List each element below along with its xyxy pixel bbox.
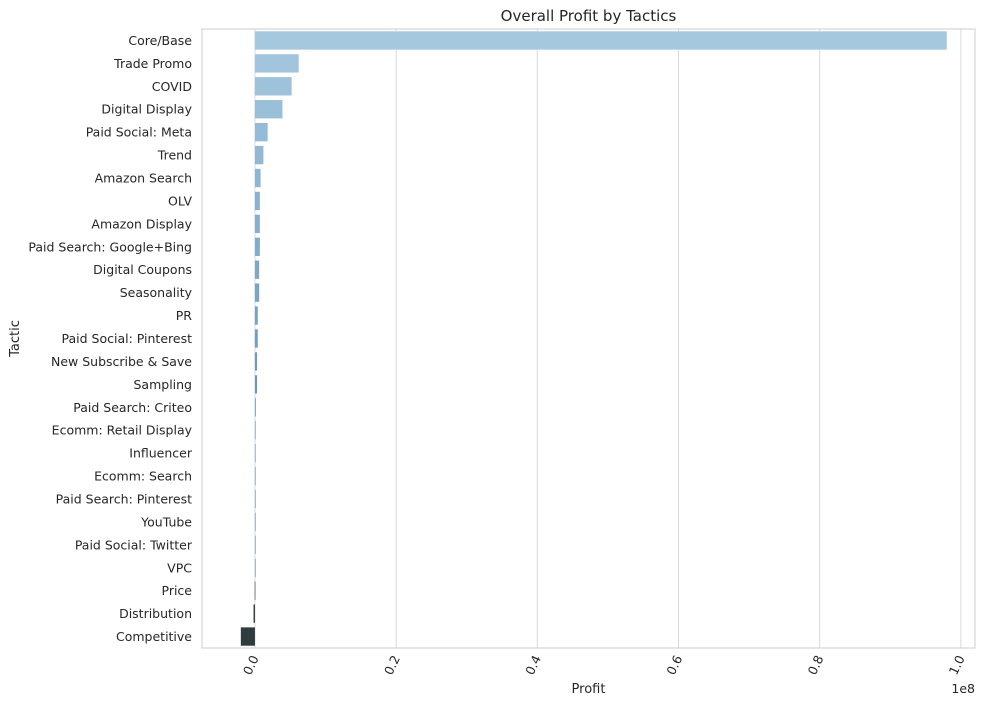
plot-frame bbox=[201, 28, 976, 649]
y-tick-label: Paid Social: Meta bbox=[86, 125, 192, 140]
bar bbox=[254, 558, 256, 577]
y-tick-label: Digital Display bbox=[101, 102, 192, 117]
y-tick-label: Core/Base bbox=[128, 33, 192, 48]
y-tick-label: Influencer bbox=[129, 446, 193, 461]
y-tick-label: COVID bbox=[152, 79, 192, 94]
bar bbox=[254, 512, 256, 532]
x-tick-label: 0.0 bbox=[240, 653, 262, 677]
y-tick-label: YouTube bbox=[140, 514, 192, 529]
y-tick-label: Paid Search: Pinterest bbox=[56, 491, 192, 506]
bars bbox=[240, 31, 947, 646]
bar bbox=[254, 122, 268, 142]
y-tick-label: Paid Search: Criteo bbox=[73, 400, 192, 415]
y-tick-label: OLV bbox=[168, 193, 192, 208]
x-tick-label: 0.2 bbox=[381, 653, 403, 677]
y-tick-label: Competitive bbox=[116, 629, 192, 644]
bar bbox=[254, 306, 258, 325]
bar bbox=[254, 581, 256, 600]
bar bbox=[254, 489, 256, 509]
y-tick-label: New Subscribe & Save bbox=[51, 354, 192, 369]
bar bbox=[254, 100, 283, 119]
x-axis-offset-text: 1e8 bbox=[951, 681, 975, 696]
bar bbox=[254, 237, 260, 256]
bar bbox=[254, 168, 261, 188]
bar bbox=[254, 191, 260, 211]
plot-area bbox=[202, 29, 975, 648]
y-tick-label: Paid Search: Google+Bing bbox=[28, 239, 192, 254]
bar bbox=[254, 352, 258, 371]
bar bbox=[254, 54, 299, 73]
x-tick-label: 1.0 bbox=[946, 653, 968, 677]
chart-title: Overall Profit by Tactics bbox=[501, 7, 677, 25]
y-tick-label: Sampling bbox=[133, 377, 192, 392]
y-tick-label: Seasonality bbox=[120, 285, 193, 300]
y-tick-label: VPC bbox=[167, 560, 192, 575]
bar bbox=[254, 214, 260, 234]
x-tick-labels: 0.0 0.2 0.4 0.6 0.8 1.0 bbox=[240, 653, 968, 677]
y-tick-label: Paid Social: Twitter bbox=[75, 537, 193, 552]
y-tick-label: Paid Social: Pinterest bbox=[62, 331, 193, 346]
y-tick-label: Amazon Display bbox=[91, 216, 192, 231]
y-tick-label: Amazon Search bbox=[95, 171, 192, 186]
y-tick-label: Price bbox=[162, 583, 193, 598]
y-tick-label: Ecomm: Retail Display bbox=[52, 423, 193, 438]
bar bbox=[254, 145, 264, 165]
bar bbox=[254, 77, 292, 96]
y-tick-label: Trade Promo bbox=[113, 56, 192, 71]
y-tick-label: Distribution bbox=[119, 606, 192, 621]
y-tick-label: PR bbox=[176, 308, 193, 323]
bar bbox=[254, 398, 256, 417]
x-tick-label: 0.4 bbox=[522, 653, 544, 677]
bar bbox=[254, 443, 256, 463]
bar bbox=[254, 283, 260, 302]
x-tick-label: 0.6 bbox=[663, 653, 685, 677]
bar bbox=[254, 375, 258, 394]
bar bbox=[254, 329, 258, 348]
x-axis-label: Profit bbox=[572, 682, 606, 697]
bar bbox=[254, 260, 260, 279]
y-tick-label: Digital Coupons bbox=[93, 262, 192, 277]
plot-border bbox=[201, 28, 976, 649]
bar bbox=[254, 421, 256, 440]
y-tick-labels: Core/Base Trade Promo COVID Digital Display… bbox=[28, 33, 192, 644]
y-tick-label: Trend bbox=[157, 148, 192, 163]
bar bbox=[254, 535, 256, 555]
y-axis-label: Tactic bbox=[8, 320, 23, 358]
bar bbox=[254, 466, 256, 486]
bar bbox=[254, 31, 947, 50]
y-tick-label: Ecomm: Search bbox=[94, 469, 192, 484]
bar bbox=[253, 604, 255, 623]
x-tick-label: 0.8 bbox=[804, 653, 826, 677]
bar bbox=[240, 627, 255, 646]
